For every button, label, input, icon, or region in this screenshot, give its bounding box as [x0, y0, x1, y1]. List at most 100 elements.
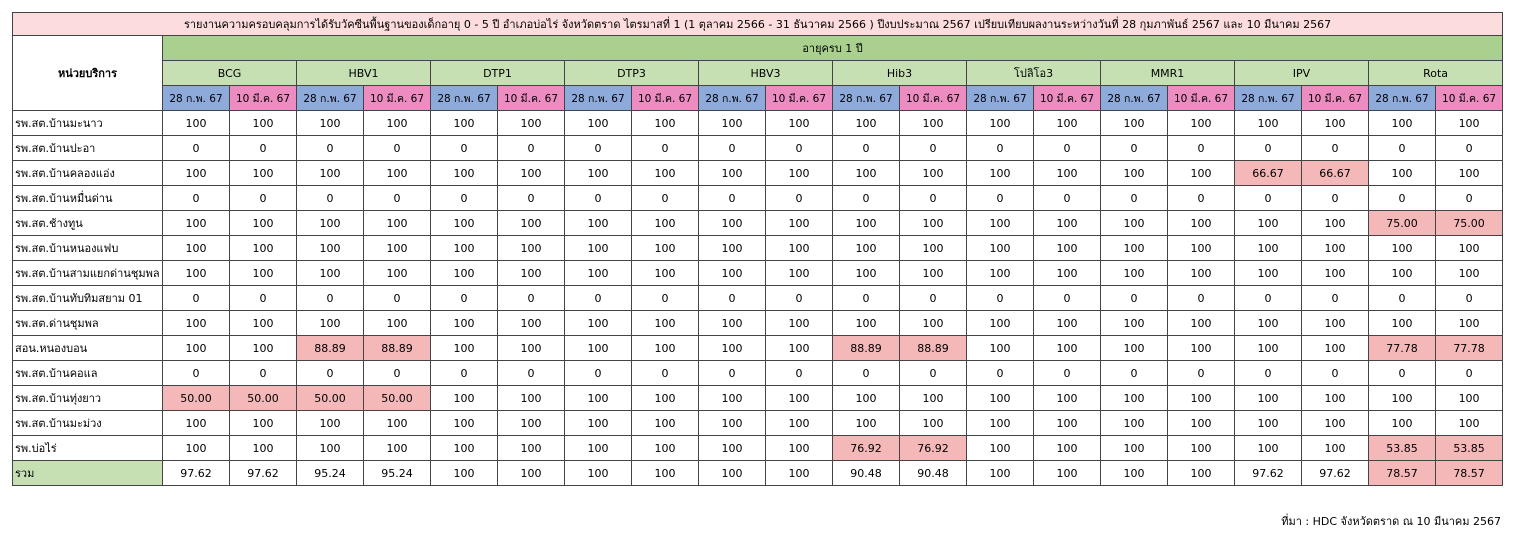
source-note: ที่มา : HDC จังหวัดตราด ณ 10 มีนาคม 2567: [1281, 515, 1501, 528]
coverage-cell: 100: [698, 310, 766, 336]
vaccine-header: MMR1: [1100, 60, 1235, 86]
date-header: 28 ก.พ. 67: [1368, 85, 1436, 111]
coverage-cell: 100: [162, 310, 230, 336]
coverage-cell: 0: [564, 285, 632, 311]
coverage-cell: 100: [966, 260, 1034, 286]
coverage-cell: 100: [430, 160, 498, 186]
coverage-cell: 100: [162, 260, 230, 286]
coverage-cell: 100: [1368, 160, 1436, 186]
coverage-cell: 50.00: [296, 385, 364, 411]
coverage-cell: 100: [497, 310, 565, 336]
coverage-cell: 100: [832, 160, 900, 186]
coverage-cell: 100: [698, 110, 766, 136]
total-cell: 100: [430, 460, 498, 486]
total-cell: 78.57: [1368, 460, 1436, 486]
total-cell: 97.62: [229, 460, 297, 486]
age-group: อายุครบ 1 ปี: [161, 35, 1504, 61]
date-header: 10 มี.ค. 67: [1434, 85, 1504, 111]
coverage-cell: 100: [296, 210, 364, 236]
coverage-cell: 100: [1100, 435, 1168, 461]
coverage-cell: 100: [1033, 310, 1101, 336]
unit-name: รพ.สต.บ้านคลองแอ่ง: [12, 160, 163, 186]
coverage-cell: 100: [631, 410, 699, 436]
date-header: 28 ก.พ. 67: [162, 85, 230, 111]
coverage-cell: 0: [363, 135, 431, 161]
coverage-cell: 100: [966, 235, 1034, 261]
coverage-cell: 100: [363, 260, 431, 286]
unit-name: รพ.สต.บ้านปะอา: [12, 135, 163, 161]
coverage-cell: 0: [899, 285, 967, 311]
coverage-cell: 100: [899, 160, 967, 186]
coverage-cell: 100: [564, 110, 632, 136]
coverage-cell: 100: [765, 335, 833, 361]
coverage-cell: 100: [1368, 260, 1436, 286]
coverage-cell: 100: [1100, 335, 1168, 361]
coverage-cell: 0: [765, 185, 833, 211]
coverage-cell: 0: [497, 360, 565, 386]
coverage-cell: 100: [497, 385, 565, 411]
coverage-cell: 100: [497, 210, 565, 236]
unit-name: รพ.สต.บ้านหมื่นด่าน: [12, 185, 163, 211]
coverage-cell: 53.85: [1368, 435, 1436, 461]
coverage-cell: 0: [698, 285, 766, 311]
data-row: รพ.สต.ช้างทูน 100 100 100 100 100 100 100 100 100…: [12, 210, 1504, 236]
coverage-cell: 0: [1167, 135, 1235, 161]
unit-header: หน่วยบริการ: [12, 35, 163, 111]
coverage-cell: 100: [832, 410, 900, 436]
coverage-cell: 100: [966, 160, 1034, 186]
coverage-cell: 75.00: [1434, 210, 1504, 236]
coverage-cell: 100: [1167, 335, 1235, 361]
date-header: 28 ก.พ. 67: [564, 85, 632, 111]
total-cell: 100: [564, 460, 632, 486]
coverage-cell: 0: [430, 285, 498, 311]
coverage-cell: 100: [363, 410, 431, 436]
coverage-cell: 100: [1434, 260, 1504, 286]
total-cell: 100: [1100, 460, 1168, 486]
coverage-cell: 0: [899, 360, 967, 386]
coverage-cell: 100: [1234, 260, 1302, 286]
coverage-cell: 100: [1434, 385, 1504, 411]
coverage-cell: 100: [966, 110, 1034, 136]
total-cell: 95.24: [363, 460, 431, 486]
coverage-table: รายงานความครอบคลุมการได้รับวัคซีนพื้นฐาน…: [11, 12, 1504, 486]
total-cell: 100: [497, 460, 565, 486]
coverage-cell: 100: [162, 110, 230, 136]
data-row: รพ.สต.ด่านชุมพล 100 100 100 100 100 100 100 100 1…: [12, 310, 1504, 336]
coverage-cell: 100: [1368, 310, 1436, 336]
data-row: รพ.สต.บ้านมะนาว 100 100 100 100 100 100 100 100 1…: [12, 110, 1504, 136]
coverage-cell: 0: [1368, 285, 1436, 311]
coverage-cell: 100: [497, 410, 565, 436]
unit-name: รพ.สต.บ้านสามแยกด่านชุมพล: [12, 260, 163, 286]
coverage-cell: 100: [631, 310, 699, 336]
coverage-cell: 100: [1167, 160, 1235, 186]
coverage-cell: 100: [430, 110, 498, 136]
coverage-cell: 0: [631, 185, 699, 211]
total-cell: 100: [966, 460, 1034, 486]
coverage-cell: 100: [899, 110, 967, 136]
coverage-cell: 100: [1167, 435, 1235, 461]
date-header: 28 ก.พ. 67: [698, 85, 766, 111]
coverage-cell: 100: [564, 310, 632, 336]
coverage-cell: 0: [1033, 360, 1101, 386]
coverage-cell: 100: [296, 260, 364, 286]
coverage-cell: 100: [966, 310, 1034, 336]
coverage-cell: 0: [1301, 285, 1369, 311]
total-cell: 90.48: [899, 460, 967, 486]
coverage-cell: 100: [1100, 160, 1168, 186]
coverage-cell: 100: [765, 260, 833, 286]
coverage-cell: 100: [966, 210, 1034, 236]
coverage-cell: 100: [430, 310, 498, 336]
coverage-cell: 100: [1234, 235, 1302, 261]
coverage-cell: 100: [296, 310, 364, 336]
coverage-cell: 100: [631, 160, 699, 186]
coverage-cell: 100: [832, 210, 900, 236]
coverage-cell: 100: [162, 435, 230, 461]
coverage-cell: 100: [229, 310, 297, 336]
coverage-cell: 0: [1100, 285, 1168, 311]
coverage-cell: 100: [832, 260, 900, 286]
coverage-cell: 100: [1301, 385, 1369, 411]
coverage-cell: 100: [1434, 410, 1504, 436]
coverage-cell: 100: [631, 110, 699, 136]
coverage-cell: 100: [1234, 435, 1302, 461]
coverage-cell: 0: [1301, 135, 1369, 161]
